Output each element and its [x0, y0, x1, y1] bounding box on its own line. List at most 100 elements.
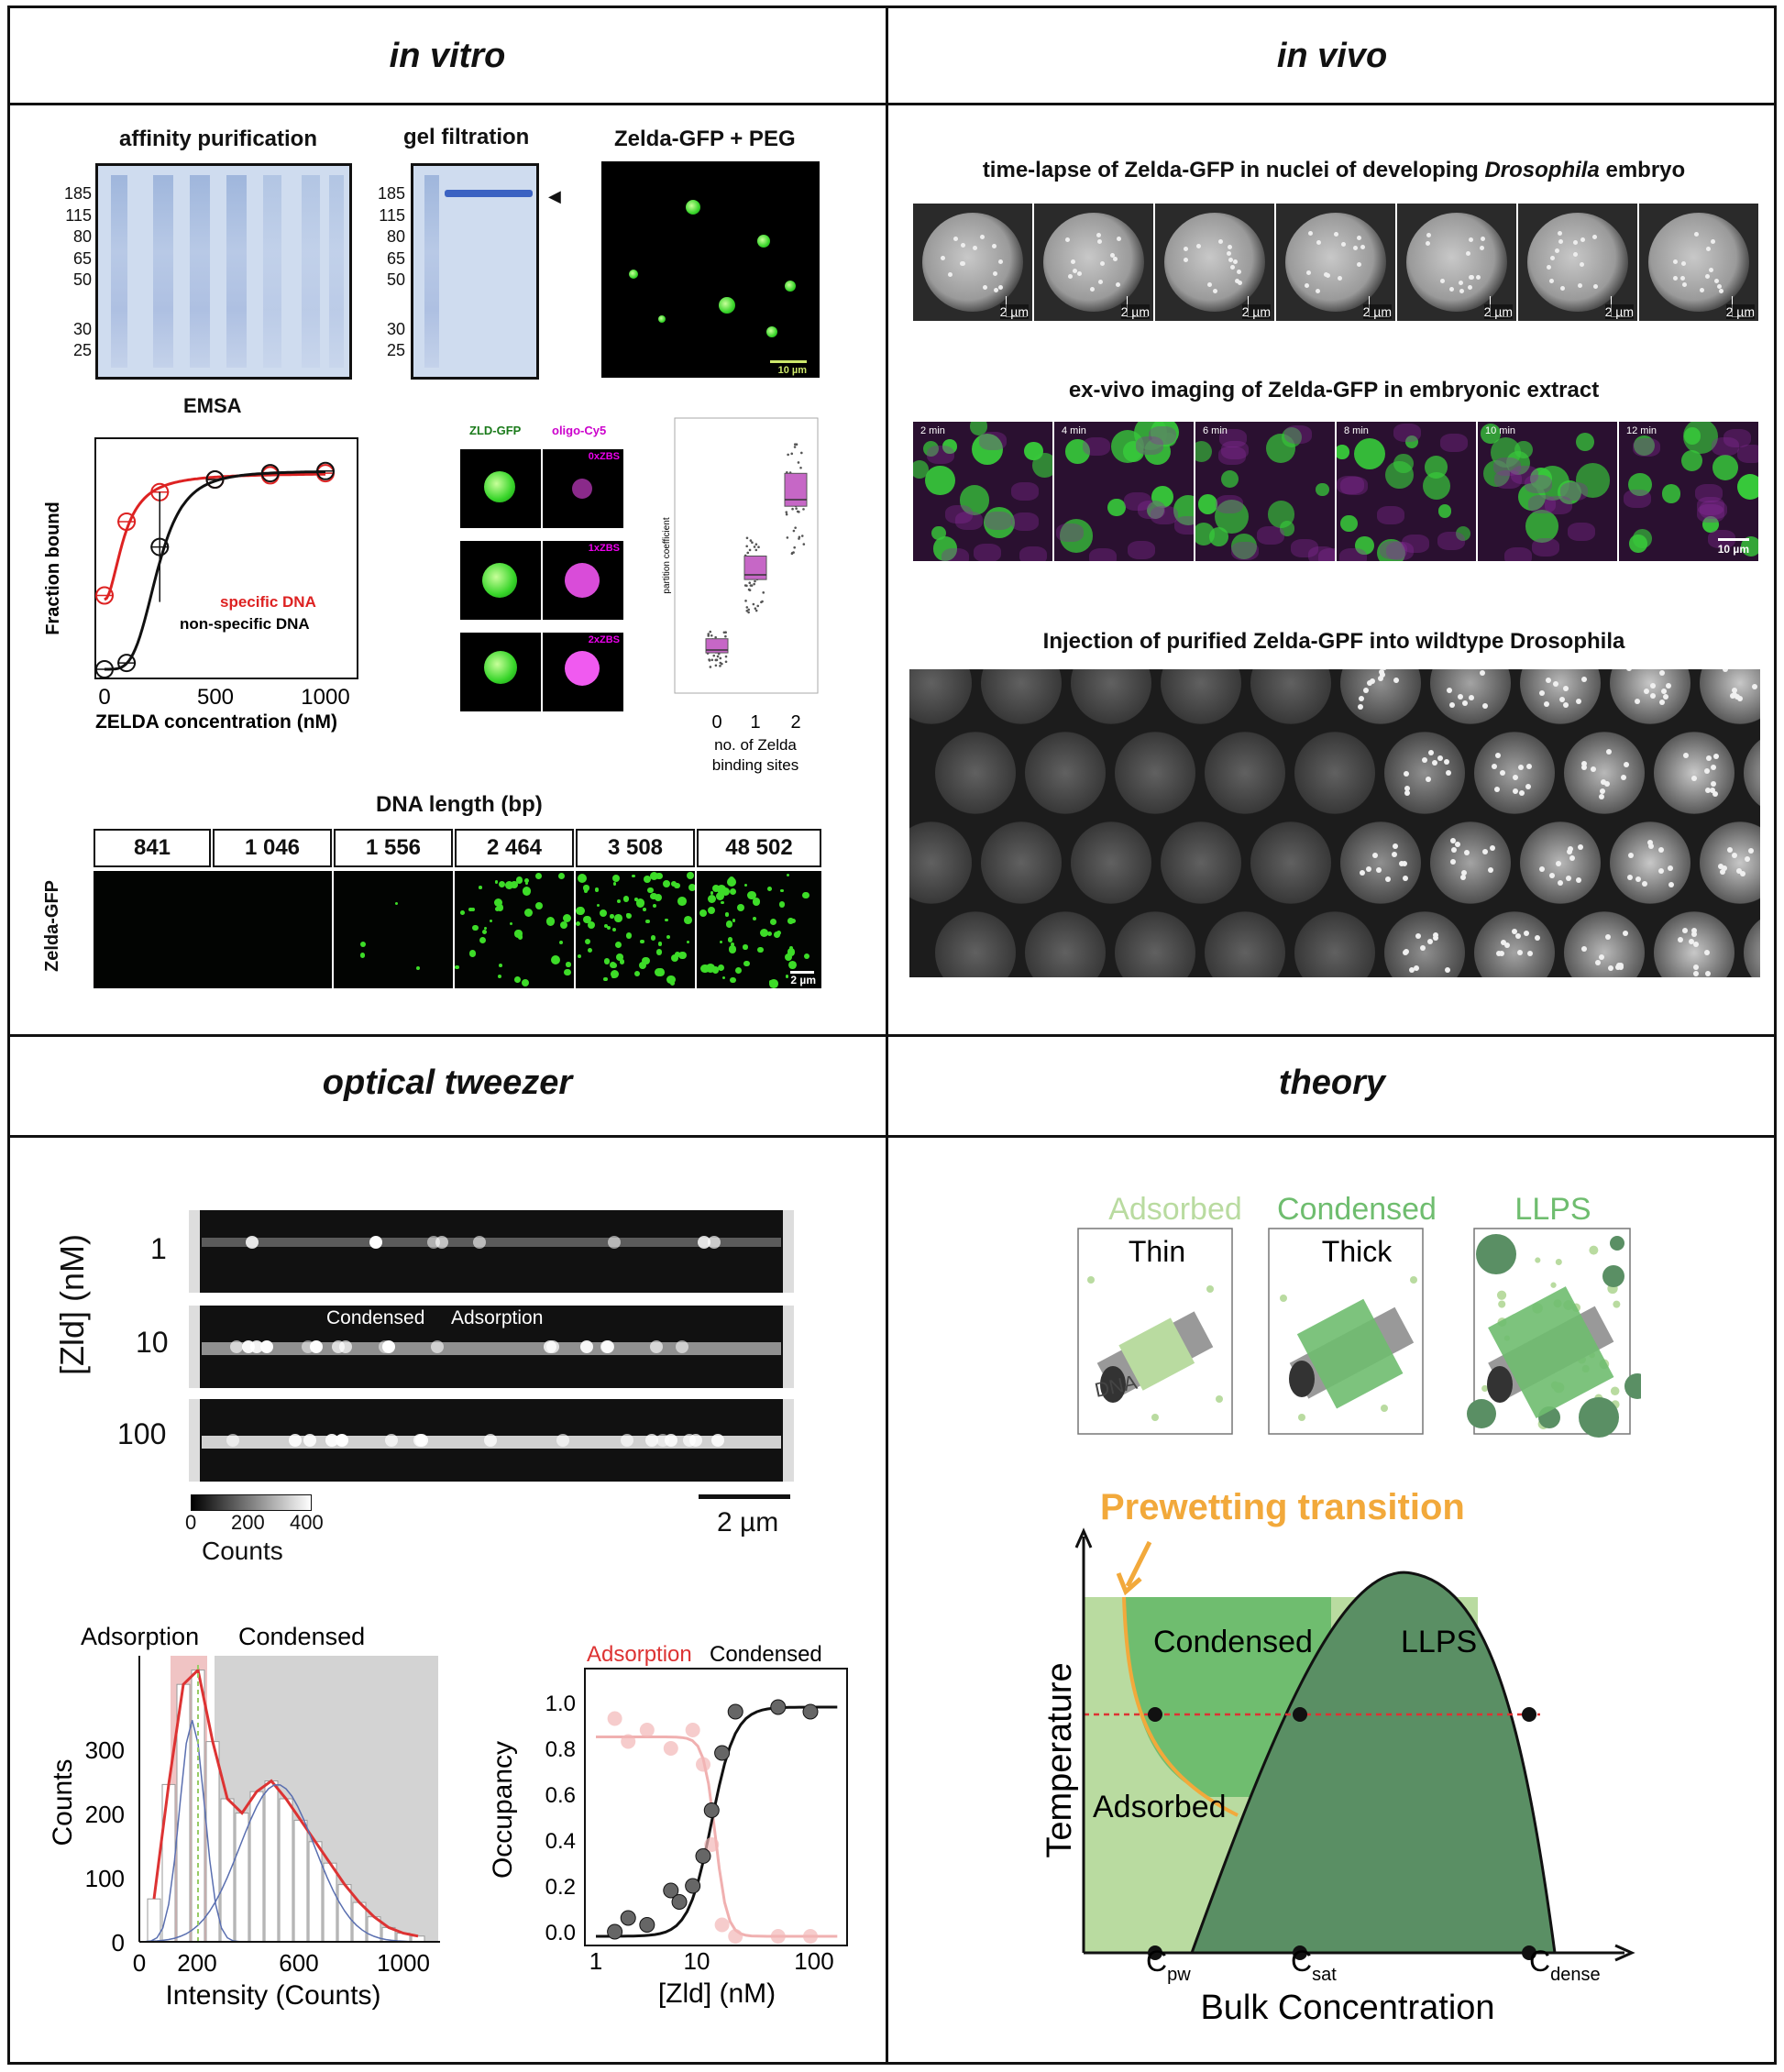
droplet	[559, 940, 564, 944]
droplet	[720, 940, 723, 943]
focus-spot	[1459, 874, 1466, 880]
droplet	[612, 882, 617, 887]
droplet	[1059, 519, 1093, 553]
occupancy-plot-area	[596, 1699, 838, 1944]
header-divider-top	[7, 103, 1777, 105]
hist-xtick: 1000	[377, 1949, 430, 1977]
droplet	[735, 967, 743, 975]
focus-spot	[1642, 881, 1648, 887]
focus-spot	[1590, 766, 1596, 773]
focus-spot	[1680, 276, 1686, 281]
focus-spot	[1556, 861, 1562, 867]
focus-spot	[1212, 289, 1217, 294]
hist-ytick: 100	[85, 1865, 125, 1892]
magenta-signal	[1697, 503, 1725, 523]
focus-spot	[1404, 789, 1411, 796]
condensate-spot	[601, 1340, 615, 1353]
focus-spot	[1581, 946, 1588, 953]
droplet	[504, 880, 513, 889]
timelapse-title-text: embryo	[1599, 158, 1686, 182]
nucleus	[909, 821, 972, 904]
focus-spot	[1455, 842, 1461, 848]
droplet	[587, 921, 595, 930]
focus-spot	[1649, 682, 1656, 689]
nucleus	[935, 911, 1016, 977]
bulk-molecule	[1555, 1259, 1562, 1266]
scale-bar	[1718, 538, 1749, 541]
magenta-signal	[1439, 433, 1468, 452]
magenta-signal	[1257, 526, 1285, 546]
focus-spot	[1706, 247, 1712, 252]
focus-spot	[1457, 694, 1463, 700]
focus-spot	[1109, 253, 1115, 259]
phase-diagram: Condensed LLPS Adsorbed Temperature Cpw …	[1041, 1527, 1635, 2027]
droplet	[534, 872, 543, 880]
droplet	[640, 939, 644, 944]
droplet	[913, 459, 930, 479]
droplet	[1490, 436, 1521, 468]
ladder-mark: 80	[386, 227, 405, 246]
droplet	[1712, 455, 1739, 481]
partition-point	[712, 654, 716, 657]
histogram-bar	[235, 1813, 249, 1943]
partition-point	[754, 579, 756, 583]
droplet	[925, 465, 955, 496]
magenta-signal	[973, 543, 1001, 561]
focus-spot	[1699, 287, 1704, 292]
focus-spot	[1468, 284, 1473, 290]
legend-specific-dna: specific DNA	[220, 593, 316, 611]
bulk-molecule	[1481, 1384, 1489, 1393]
thin-layer	[1118, 1317, 1195, 1391]
time-label: 12 min	[1626, 425, 1657, 436]
droplet	[1525, 509, 1558, 543]
focus-spot	[1581, 765, 1588, 771]
condensate-spot	[675, 1340, 688, 1353]
focus-spot	[1545, 677, 1551, 683]
nucleus	[1474, 911, 1555, 977]
focus-spot	[1713, 754, 1720, 760]
gel-lane	[302, 175, 320, 368]
focus-spot	[1593, 284, 1599, 289]
focus-spot	[1099, 261, 1105, 267]
droplet	[489, 919, 493, 923]
focus-spot	[1704, 971, 1711, 977]
focus-spot	[1465, 251, 1470, 257]
histogram-bar	[293, 1819, 308, 1943]
droplet	[757, 235, 770, 248]
partition-point	[798, 535, 801, 539]
nucleus	[1564, 732, 1645, 814]
bulk-molecule	[1280, 1295, 1287, 1302]
focus-spot	[1580, 237, 1586, 242]
c-pw: Cpw	[1146, 1945, 1191, 1985]
prewetting-arrowhead	[1116, 1572, 1142, 1596]
focus-spot	[1713, 278, 1719, 283]
droplet	[730, 976, 736, 984]
adsorption-point	[803, 1929, 818, 1944]
partition-point	[795, 507, 798, 510]
droplet	[572, 479, 592, 499]
droplet	[969, 422, 988, 436]
magenta-signal	[1700, 500, 1728, 519]
partition-point	[747, 608, 751, 612]
partition-point	[792, 551, 795, 554]
focus-spot	[1479, 245, 1484, 250]
droplet	[494, 879, 499, 884]
focus-spot	[1481, 236, 1486, 241]
condensed-point	[695, 1848, 711, 1864]
droplet	[942, 439, 957, 454]
magenta-signal	[1340, 477, 1369, 496]
focus-spot	[1623, 930, 1629, 936]
magenta-signal	[1376, 505, 1404, 524]
dna-length-cell: 841	[94, 829, 211, 867]
droplet	[1032, 452, 1052, 478]
histogram-bar	[264, 1780, 279, 1943]
histogram-bar	[308, 1841, 323, 1943]
droplet	[604, 923, 609, 928]
gel-lane	[190, 175, 210, 368]
partition-point	[745, 606, 749, 609]
droplet	[479, 886, 482, 889]
nucleus	[1384, 732, 1465, 814]
nucleus	[1340, 669, 1421, 724]
band-arrow-icon: ◀	[548, 187, 561, 205]
droplet	[1282, 426, 1303, 447]
